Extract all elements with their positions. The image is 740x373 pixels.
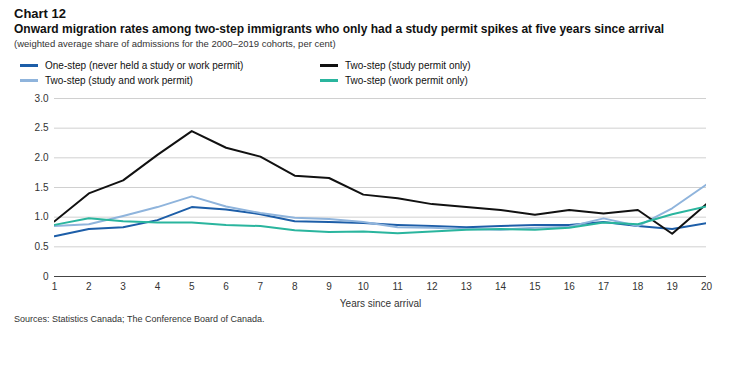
svg-text:2.5: 2.5 [35, 122, 49, 133]
html-text:Onward migration rates among t: Onward migration rates among two-step im… [14, 22, 665, 36]
svg-text:10: 10 [358, 281, 370, 292]
svg-text:Years since arrival: Years since arrival [340, 298, 421, 309]
svg-text:20: 20 [701, 281, 713, 292]
html-text:Chart 12: Chart 12 [14, 6, 66, 21]
html-text:Two-step (study permit only): Two-step (study permit only) [345, 60, 471, 71]
svg-text:7: 7 [258, 281, 264, 292]
svg-text:3: 3 [120, 281, 126, 292]
html-text:Two-step (study and work permi: Two-step (study and work permit) [45, 75, 193, 86]
svg-text:5: 5 [189, 281, 195, 292]
html-text:Two-step (work permit only): Two-step (work permit only) [345, 75, 468, 86]
svg-text:6: 6 [223, 281, 229, 292]
html-text:Sources: Statistics Canada; Th: Sources: Statistics Canada; The Conferen… [14, 314, 265, 324]
svg-text:0: 0 [43, 271, 49, 282]
svg-text:14: 14 [495, 281, 507, 292]
svg-text:1.5: 1.5 [35, 182, 49, 193]
svg-text:12: 12 [426, 281, 438, 292]
svg-text:2.0: 2.0 [35, 152, 49, 163]
svg-text:16: 16 [564, 281, 576, 292]
svg-text:13: 13 [461, 281, 473, 292]
svg-text:8: 8 [292, 281, 298, 292]
svg-text:17: 17 [598, 281, 610, 292]
svg-text:2: 2 [86, 281, 92, 292]
svg-text:4: 4 [155, 281, 161, 292]
html-text:(weighted average share of adm: (weighted average share of admissions fo… [14, 38, 336, 49]
svg-text:11: 11 [392, 281, 403, 292]
svg-text:3.0: 3.0 [35, 93, 49, 104]
svg-text:9: 9 [326, 281, 332, 292]
svg-text:0.5: 0.5 [35, 241, 49, 252]
svg-text:15: 15 [529, 281, 541, 292]
svg-text:19: 19 [667, 281, 679, 292]
html-text:One-step (never held a study o: One-step (never held a study or work per… [45, 60, 244, 71]
svg-text:18: 18 [632, 281, 644, 292]
svg-text:1: 1 [52, 281, 58, 292]
svg-text:1.0: 1.0 [35, 211, 49, 222]
